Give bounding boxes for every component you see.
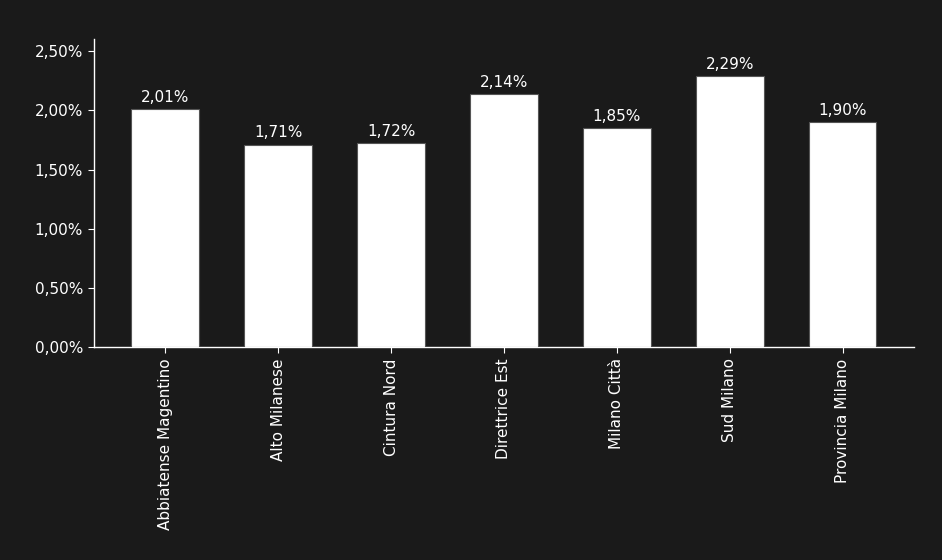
Text: 2,29%: 2,29% [706, 57, 754, 72]
Bar [583, 128, 651, 347]
Text: 1,85%: 1,85% [593, 109, 642, 124]
Text: 1,90%: 1,90% [819, 103, 867, 118]
Bar [357, 143, 425, 347]
Text: 1,71%: 1,71% [254, 125, 302, 141]
Bar [470, 94, 538, 347]
Bar [244, 144, 312, 347]
Text: 2,14%: 2,14% [479, 74, 528, 90]
Bar [809, 122, 876, 347]
Text: 1,72%: 1,72% [366, 124, 415, 139]
Text: 2,01%: 2,01% [141, 90, 189, 105]
Bar [696, 76, 764, 347]
Bar [132, 109, 199, 347]
